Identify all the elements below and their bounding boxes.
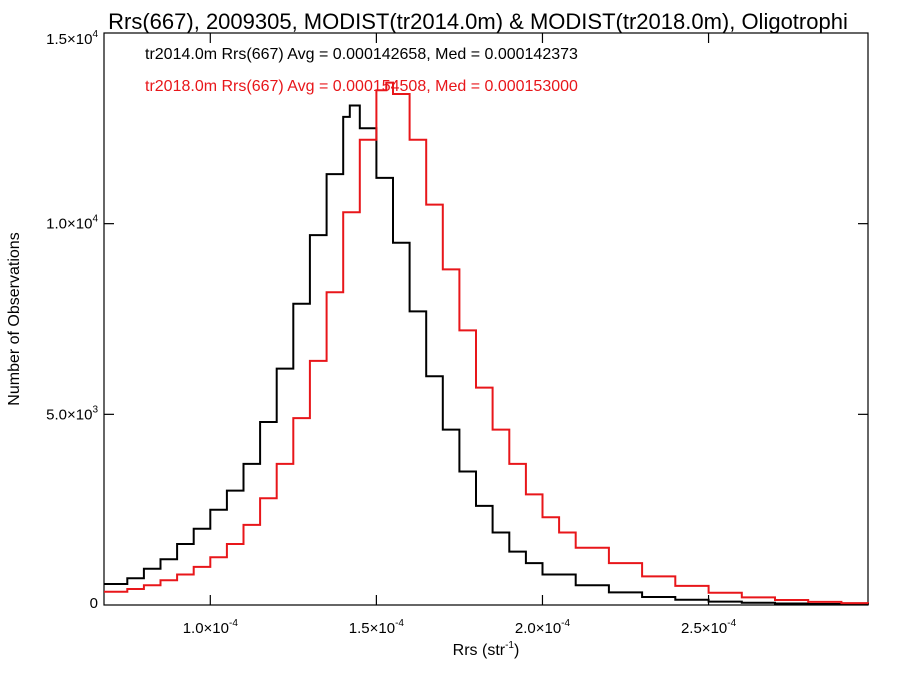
y-tick-label: 5.0×103 <box>46 404 98 423</box>
series-layer <box>104 81 869 606</box>
y-tick-label: 1.5×104 <box>46 29 98 48</box>
plot-frame <box>103 32 869 606</box>
series-line-tr2014.0m <box>104 104 869 606</box>
x-tick-label: 1.0×10-4 <box>183 618 239 637</box>
annotation-tr2014: tr2014.0m Rrs(667) Avg = 0.000142658, Me… <box>145 46 578 63</box>
y-tick-label: 1.0×104 <box>46 214 98 233</box>
x-tick-label: 1.5×10-4 <box>349 618 405 637</box>
series-line-tr2018.0m <box>104 81 869 605</box>
x-tick-label: 2.5×10-4 <box>681 618 737 637</box>
chart-title: Rrs(667), 2009305, MODIST(tr2014.0m) & M… <box>108 9 848 34</box>
x-tick-label: 2.0×10-4 <box>515 618 571 637</box>
annotation-tr2018: tr2018.0m Rrs(667) Avg = 0.000154508, Me… <box>145 78 578 95</box>
x-axis-label: Rrs (str-1) <box>453 640 520 659</box>
axes-layer: 1.0×10-4 1.5×10-4 2.0×10-4 2.5×10-4 0 5.0×103… <box>46 29 868 637</box>
y-axis-label: Number of Observations <box>6 232 23 405</box>
y-tick-label: 0 <box>90 595 98 612</box>
